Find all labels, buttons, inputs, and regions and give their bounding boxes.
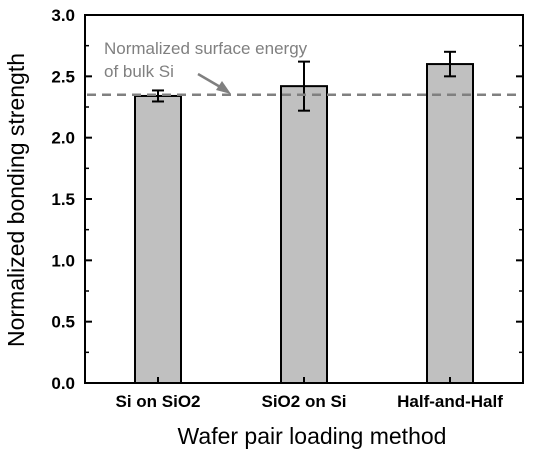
x-tick-label: Si on SiO2 [115, 392, 200, 411]
y-tick-label: 1.5 [51, 190, 75, 209]
y-axis-title: Normalized bonding strength [3, 53, 29, 347]
x-axis-title: Wafer pair loading method [178, 423, 447, 449]
y-tick-label: 0.5 [51, 313, 75, 332]
reference-annotation-line2: of bulk Si [104, 62, 174, 81]
y-tick-label: 2.5 [51, 67, 75, 86]
y-tick-label: 2.0 [51, 129, 75, 148]
bar [426, 63, 474, 384]
annotation-arrow-head [216, 81, 231, 94]
bar [280, 85, 328, 384]
y-tick-label: 0.0 [51, 374, 75, 393]
y-ticks-layer: 0.0 0.5 1.0 1.5 2.0 2.5 3.0 [51, 6, 523, 393]
error-bar [298, 60, 310, 112]
error-bar [444, 50, 456, 78]
errorbars-layer [152, 50, 456, 112]
x-tick-label: Half-and-Half [397, 392, 503, 411]
reference-annotation-line1: Normalized surface energy [104, 39, 308, 58]
y-tick-label: 3.0 [51, 6, 75, 25]
bars-layer [134, 63, 474, 385]
x-ticks-layer: Si on SiO2 SiO2 on Si Half-and-Half [115, 377, 503, 411]
annotation-arrow-shaft [197, 72, 223, 90]
bar [134, 94, 182, 385]
error-bar [152, 89, 164, 103]
y-tick-label: 1.0 [51, 251, 75, 270]
x-tick-label: SiO2 on Si [261, 392, 346, 411]
annotation-arrow [197, 72, 231, 94]
